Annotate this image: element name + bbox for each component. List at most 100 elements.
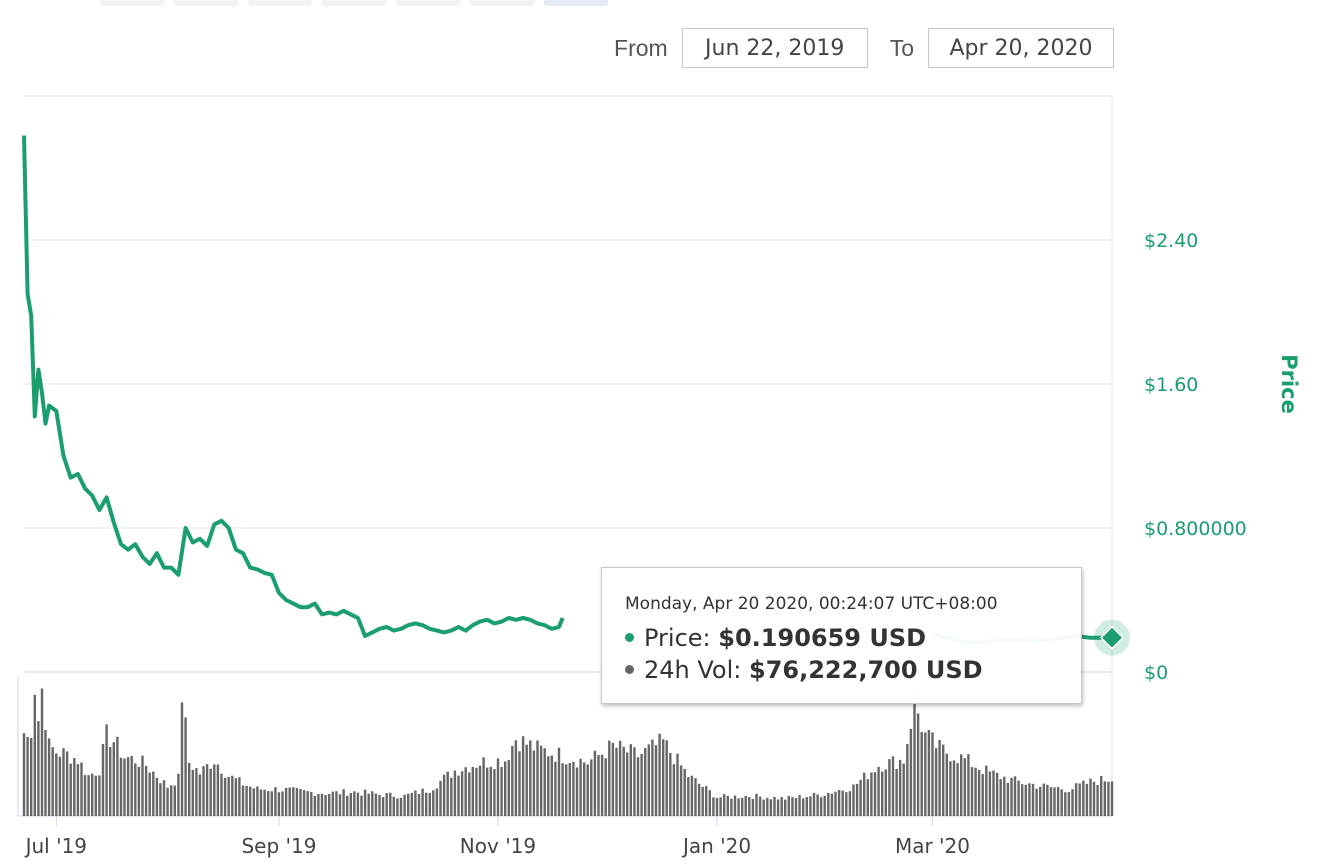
volume-bar (69, 763, 72, 816)
volume-bar (518, 751, 521, 816)
volume-bar (299, 788, 302, 816)
volume-bar (751, 799, 755, 816)
volume-bar (238, 777, 241, 816)
tooltip-price-row: Price: $0.190659 USD (625, 622, 1081, 654)
volume-bar (672, 764, 676, 816)
volume-bar (245, 785, 248, 816)
volume-bar (600, 754, 604, 816)
volume-bar (62, 748, 65, 816)
volume-bar (995, 772, 999, 816)
volume-bar (956, 763, 959, 816)
volume-bar (525, 744, 528, 816)
volume-bar (532, 750, 536, 816)
volume-bar (758, 796, 762, 816)
volume-bar (1096, 785, 1099, 816)
volume-bar (256, 786, 259, 816)
volume-bar (701, 787, 704, 816)
volume-bar (392, 796, 395, 816)
volume-bar (715, 798, 719, 816)
volume-bar (651, 739, 654, 816)
volume-bar (381, 797, 385, 816)
from-date-input[interactable] (681, 28, 868, 68)
volume-bar (1035, 788, 1038, 816)
range-button-6[interactable] (470, 0, 534, 6)
volume-bar (690, 775, 694, 816)
volume-bar (683, 769, 686, 816)
volume-bar (1049, 787, 1053, 816)
range-button-2[interactable] (174, 0, 238, 6)
volume-bar (934, 748, 938, 816)
volume-bar (819, 797, 823, 816)
volume-bar (1046, 784, 1049, 816)
volume-bar (399, 797, 403, 816)
range-button-3[interactable] (248, 0, 312, 6)
volume-bar (378, 794, 381, 816)
range-button-4[interactable] (322, 0, 386, 6)
volume-bar (780, 797, 783, 816)
volume-bar (1103, 781, 1106, 816)
volume-bar (1056, 787, 1060, 816)
volume-bar (636, 757, 640, 816)
volume-bar (741, 798, 744, 816)
volume-bar (112, 742, 115, 816)
range-button-7-selected[interactable] (544, 0, 608, 6)
volume-bar (1085, 783, 1089, 816)
volume-bar (274, 787, 277, 816)
y-tick-label: $2.40 (1144, 230, 1198, 252)
range-button-5[interactable] (396, 0, 460, 6)
volume-bar (913, 694, 916, 816)
x-tick-label: Jul '19 (24, 834, 87, 858)
volume-bar (974, 767, 977, 816)
tooltip-price-value: $0.190659 USD (718, 624, 927, 652)
volume-bar (227, 776, 230, 816)
volume-bar (891, 756, 895, 816)
volume-bar (1089, 778, 1092, 816)
volume-bar (1078, 783, 1081, 816)
volume-bar (723, 794, 726, 816)
volume-bar (909, 728, 913, 816)
volume-bar (514, 740, 518, 816)
volume-bar (435, 788, 439, 816)
x-tick-label: Jan '20 (681, 834, 751, 858)
volume-bar (295, 787, 299, 816)
range-button-group (100, 0, 610, 6)
volume-bar (726, 795, 729, 816)
volume-bar (719, 797, 722, 816)
volume-bar (755, 793, 758, 816)
range-button-1[interactable] (100, 0, 164, 6)
volume-bar (1024, 784, 1027, 816)
volume-bar (945, 753, 948, 816)
volume-bar (870, 772, 873, 816)
to-date-input[interactable] (928, 28, 1114, 68)
volume-bar (33, 694, 36, 816)
volume-bar (622, 746, 625, 816)
volume-bar (249, 786, 252, 816)
volume-bar (737, 798, 740, 816)
volume-bar (450, 777, 453, 816)
hover-marker-diamond-icon[interactable] (1099, 625, 1125, 650)
volume-bar (464, 767, 467, 816)
volume-bar (794, 798, 798, 816)
volume-bar (547, 756, 550, 816)
volume-bar (500, 767, 503, 816)
volume-bar (597, 755, 600, 816)
volume-bar (116, 736, 119, 816)
volume-bar (805, 797, 808, 816)
volume-bar (439, 780, 442, 816)
volume-bar (205, 764, 209, 816)
volume-bar (47, 738, 51, 816)
volume-bar (712, 797, 715, 816)
volume-bar (687, 777, 690, 816)
volume-bar (87, 775, 90, 816)
volume-bar (1100, 775, 1103, 816)
volume-bar (148, 772, 151, 816)
volume-bar (328, 793, 331, 816)
volume-bar (733, 795, 737, 816)
volume-bar (371, 791, 374, 816)
volume-bar (306, 791, 309, 816)
volume-bar (539, 745, 543, 816)
tooltip-volume-row: 24h Vol: $76,222,700 USD (625, 654, 1081, 686)
volume-bar (1053, 787, 1056, 816)
volume-bar (141, 755, 144, 816)
